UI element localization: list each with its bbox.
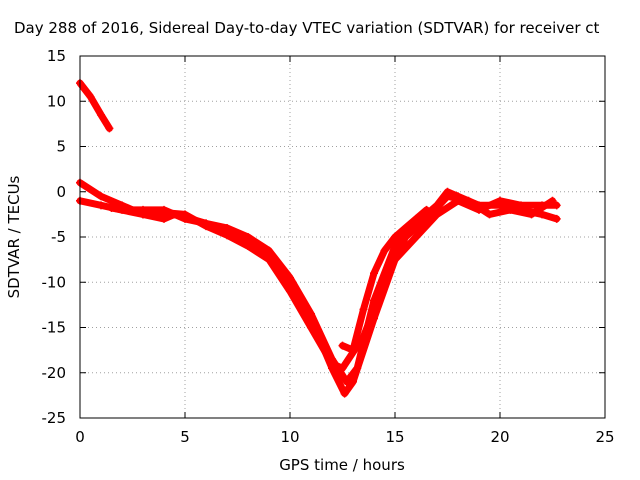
y-axis-label: SDTVAR / TECUs bbox=[5, 175, 23, 298]
y-tick-label: 0 bbox=[56, 183, 66, 201]
data-point bbox=[552, 201, 561, 210]
data-point bbox=[391, 233, 399, 241]
data-point bbox=[359, 332, 368, 341]
series-line-track-4 bbox=[108, 192, 556, 372]
data-point bbox=[202, 222, 210, 231]
y-tick-label: 5 bbox=[56, 138, 66, 156]
data-point bbox=[359, 305, 368, 314]
x-tick-label: 5 bbox=[180, 428, 190, 446]
data-point bbox=[548, 196, 557, 205]
data-point bbox=[552, 214, 561, 223]
data-point bbox=[485, 210, 494, 219]
data-point bbox=[496, 196, 504, 205]
y-tick-label: 15 bbox=[47, 47, 66, 65]
series-line-track-1 bbox=[76, 79, 113, 132]
data-point bbox=[139, 210, 147, 219]
data-point bbox=[338, 364, 347, 373]
data-point bbox=[349, 377, 357, 386]
data-point bbox=[380, 278, 389, 287]
data-point bbox=[86, 92, 95, 101]
data-point bbox=[244, 242, 252, 251]
data-point bbox=[181, 210, 189, 219]
data-point bbox=[464, 196, 473, 205]
y-tick-label: 10 bbox=[47, 92, 66, 110]
data-point bbox=[97, 110, 105, 119]
x-tick-label: 0 bbox=[75, 428, 85, 446]
data-point bbox=[380, 246, 389, 255]
data-point bbox=[97, 201, 105, 210]
data-point bbox=[412, 214, 420, 223]
data-point bbox=[265, 255, 273, 264]
series-line-track-3 bbox=[76, 197, 561, 398]
ticks bbox=[79, 55, 606, 419]
data-point bbox=[349, 346, 357, 355]
series-group bbox=[76, 79, 561, 398]
data-point bbox=[527, 210, 536, 219]
data-point bbox=[97, 192, 105, 201]
y-tick-label: -15 bbox=[42, 319, 67, 337]
data-point bbox=[105, 124, 114, 133]
x-tick-label: 15 bbox=[385, 428, 404, 446]
data-point bbox=[517, 201, 525, 210]
data-point bbox=[422, 205, 431, 214]
data-point bbox=[160, 208, 168, 217]
data-point bbox=[338, 341, 347, 350]
data-point bbox=[401, 223, 410, 232]
data-point bbox=[328, 359, 336, 368]
data-point bbox=[340, 389, 349, 398]
y-tick-label: -25 bbox=[42, 409, 67, 427]
data-point bbox=[370, 269, 378, 278]
data-point bbox=[443, 192, 452, 201]
y-tick-labels: -25 -20 -15 -10 -5 0 5 10 15 bbox=[42, 47, 67, 427]
x-axis-label: GPS time / hours bbox=[279, 456, 405, 474]
y-tick-label: -20 bbox=[42, 364, 67, 382]
x-tick-label: 20 bbox=[490, 428, 509, 446]
data-point bbox=[223, 231, 231, 240]
x-tick-label: 25 bbox=[595, 428, 614, 446]
data-point bbox=[307, 323, 315, 332]
data-point bbox=[422, 214, 431, 223]
data-point bbox=[286, 287, 294, 296]
data-point bbox=[506, 205, 515, 214]
data-point bbox=[401, 233, 410, 241]
chart-title: Day 288 of 2016, Sidereal Day-to-day VTE… bbox=[14, 19, 600, 37]
x-tick-labels: 0 5 10 15 20 25 bbox=[75, 428, 614, 446]
y-tick-label: -10 bbox=[42, 273, 67, 291]
data-point bbox=[107, 204, 116, 213]
y-tick-label: -5 bbox=[51, 228, 66, 246]
x-tick-label: 10 bbox=[280, 428, 299, 446]
data-point bbox=[412, 233, 420, 241]
